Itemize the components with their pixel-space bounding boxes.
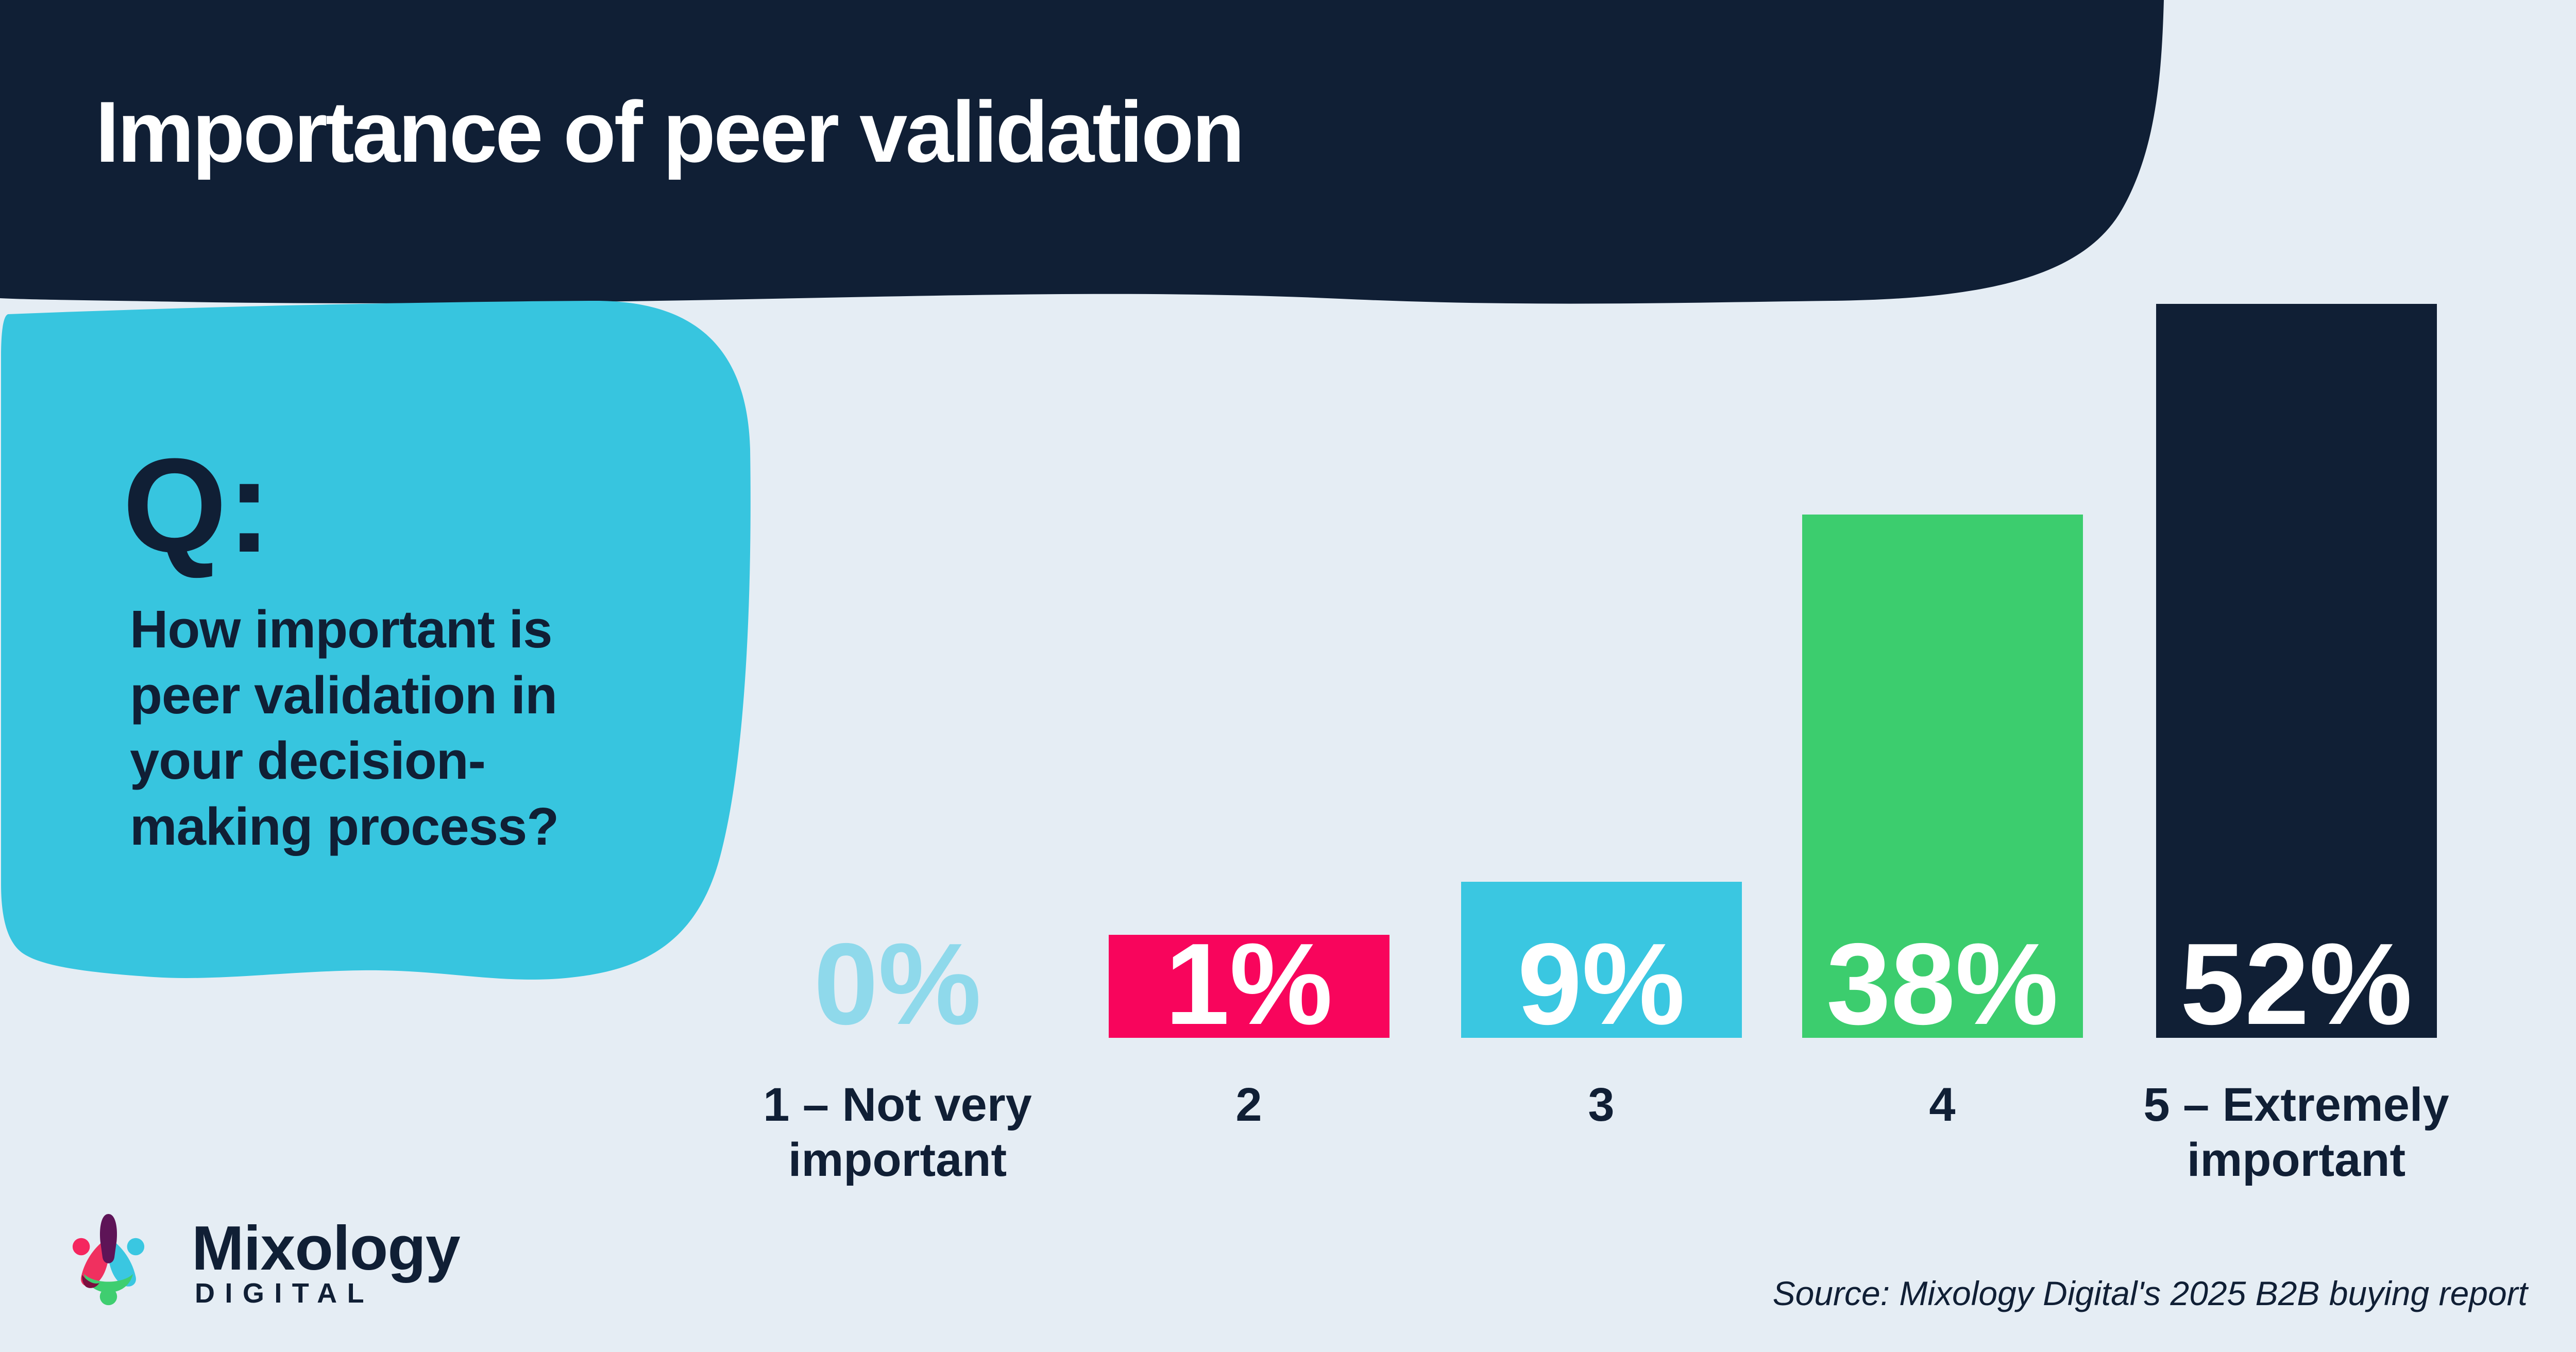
- category-label-2: 2: [1235, 1079, 1262, 1131]
- bar: [1802, 515, 2083, 1038]
- question-text: How important is peer validation in your…: [130, 596, 559, 860]
- bar-value-label: 0%: [814, 919, 981, 1049]
- category-label-4: 4: [1929, 1079, 1956, 1131]
- bar: [1461, 882, 1742, 1038]
- bar: [1108, 935, 1389, 1038]
- bar-slot-5: 52%: [2121, 304, 2472, 1042]
- page-title: Importance of peer validation: [95, 83, 1245, 180]
- question-line: making process?: [130, 797, 559, 857]
- category-label-1: 1 – Not very important: [763, 1079, 1032, 1186]
- bar-slot-1: 0%: [722, 304, 1073, 1042]
- bar-value-label: 1%: [1165, 919, 1333, 1049]
- question-line: peer validation in: [130, 665, 557, 725]
- bar: [2156, 304, 2437, 1038]
- bar-slot-2: 1%: [1073, 304, 1425, 1042]
- bar-value-label: 38%: [1826, 919, 2059, 1049]
- category-label-5: 5 – Extremely important: [2143, 1079, 2449, 1186]
- bar-value-label: 9%: [1517, 919, 1685, 1049]
- logo-brand-text: Mixology: [192, 1213, 461, 1283]
- question-line: How important is: [130, 600, 552, 659]
- header-blob: [0, 0, 2164, 304]
- mixology-triskelion-icon: [72, 1214, 145, 1306]
- question-panel-blob: [1, 300, 751, 980]
- mixology-digital-logo: Mixology DIGITAL: [72, 1210, 690, 1344]
- logo-division-text: DIGITAL: [195, 1278, 375, 1309]
- bar-slot-4: 38%: [1767, 304, 2118, 1042]
- category-label-3: 3: [1588, 1079, 1615, 1131]
- bar-value-label: 52%: [2180, 919, 2413, 1049]
- question-line: your decision-: [130, 731, 486, 791]
- source-attribution: Source: Mixology Digital's 2025 B2B buyi…: [1772, 1274, 2528, 1312]
- bar-slot-3: 9%: [1426, 304, 1777, 1042]
- question-mark-label: Q:: [123, 431, 272, 580]
